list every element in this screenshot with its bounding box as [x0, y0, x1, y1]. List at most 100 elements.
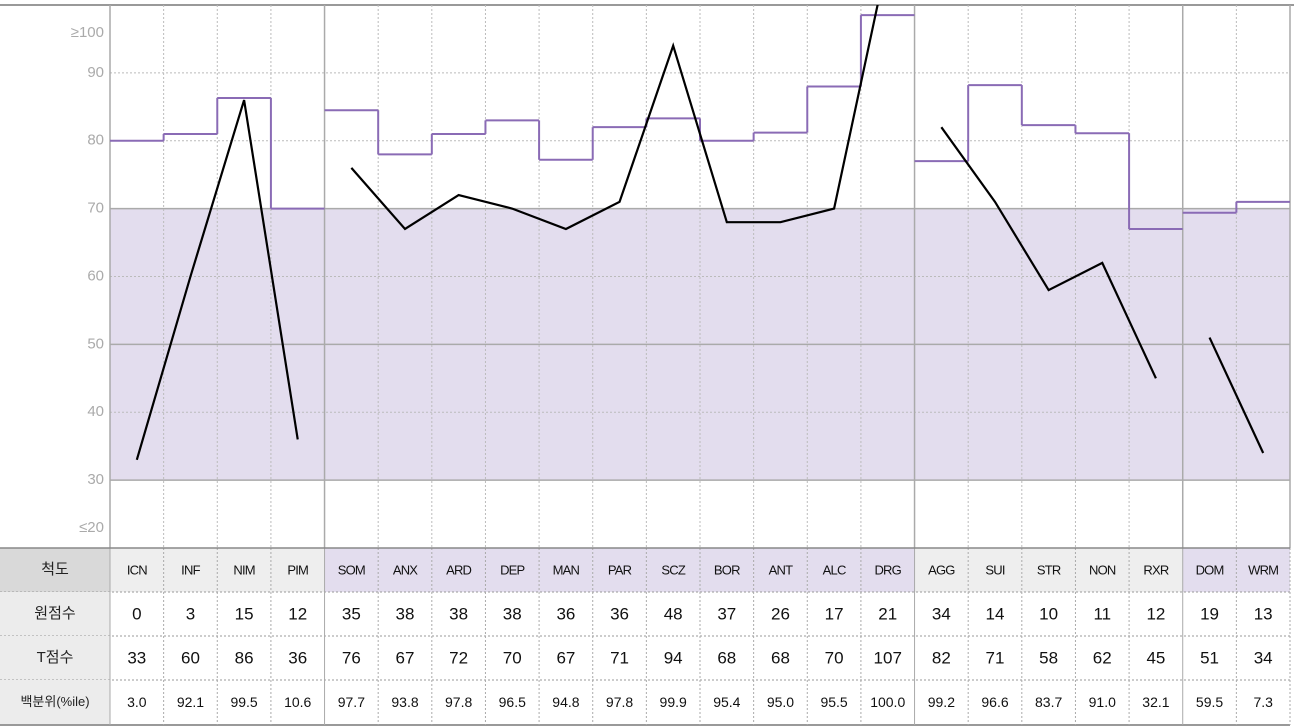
cell-value: 62 — [1093, 648, 1112, 667]
cell-value: 83.7 — [1035, 694, 1062, 710]
cell-value: 15 — [235, 604, 254, 623]
cell-value: ANT — [769, 562, 793, 577]
cell-value: 97.8 — [606, 694, 633, 710]
scale-header-cell — [700, 548, 754, 592]
cell-value: 19 — [1200, 604, 1219, 623]
scale-header-cell — [807, 548, 861, 592]
scale-header-cell — [431, 548, 486, 592]
cell-value: 38 — [503, 604, 522, 623]
cell-value: 17 — [825, 604, 844, 623]
y-tick-label: 30 — [87, 471, 104, 488]
scale-header-cell — [485, 548, 540, 592]
scale-header-cell — [324, 548, 379, 592]
cell-value: AGG — [928, 562, 955, 577]
cell-value: NIM — [233, 562, 254, 577]
cell-value: 36 — [556, 604, 575, 623]
scale-header-cell — [1236, 548, 1290, 592]
y-tick-label: ≥100 — [71, 24, 104, 41]
cell-value: 86 — [235, 648, 254, 667]
cell-value: 21 — [878, 604, 897, 623]
scale-header-cell — [110, 548, 164, 592]
scale-header-cell — [914, 548, 969, 592]
cell-value: 34 — [1254, 648, 1273, 667]
cell-value: PIM — [287, 562, 308, 577]
cell-value: 51 — [1200, 648, 1219, 667]
cell-value: 68 — [771, 648, 790, 667]
cell-value: INF — [181, 562, 200, 577]
cell-value: 82 — [932, 648, 951, 667]
cell-value: 0 — [132, 604, 141, 623]
row-label: 원점수 — [34, 605, 75, 622]
cell-value: WRM — [1248, 562, 1278, 577]
cell-value: 11 — [1093, 604, 1111, 623]
cell-value: 10 — [1039, 604, 1058, 623]
cell-value: 38 — [449, 604, 468, 623]
y-tick-label: 70 — [87, 200, 104, 217]
cell-value: 97.8 — [445, 694, 472, 710]
cell-value: 45 — [1146, 648, 1165, 667]
cell-value: ALC — [823, 562, 846, 577]
cell-value: 68 — [717, 648, 736, 667]
scale-header-cell — [968, 548, 1022, 592]
cell-value: 3 — [186, 604, 195, 623]
cell-value: 70 — [503, 648, 522, 667]
cell-value: 35 — [342, 604, 361, 623]
cell-value: RXR — [1143, 562, 1168, 577]
cell-value: 76 — [342, 648, 361, 667]
scale-header-cell — [1129, 548, 1183, 592]
cell-value: 59.5 — [1196, 694, 1223, 710]
cell-value: 34 — [932, 604, 951, 623]
scale-header-cell — [1021, 548, 1076, 592]
cell-value: 92.1 — [177, 694, 204, 710]
cell-value: STR — [1037, 562, 1061, 577]
scale-header-cell — [646, 548, 700, 592]
cell-value: PAR — [608, 562, 632, 577]
cell-value: NON — [1089, 562, 1116, 577]
cell-value: 10.6 — [284, 694, 311, 710]
cell-value: 12 — [1146, 604, 1165, 623]
cell-value: 71 — [610, 648, 629, 667]
cell-value: ARD — [446, 562, 471, 577]
cell-value: 14 — [986, 604, 1005, 623]
t-score-line — [940, 126, 1157, 379]
cell-value: DEP — [500, 562, 524, 577]
cell-value: 99.9 — [660, 694, 687, 710]
row-label-cell — [0, 636, 110, 680]
cell-value: 71 — [986, 648, 1005, 667]
y-tick-label: 90 — [87, 64, 104, 81]
scale-header-cell — [860, 548, 915, 592]
cell-value: 96.5 — [499, 694, 526, 710]
cell-value: 95.5 — [820, 694, 847, 710]
cell-value: 95.4 — [713, 694, 740, 710]
cell-value: SOM — [338, 562, 365, 577]
cell-value: 12 — [288, 604, 307, 623]
row-label-cell — [0, 592, 110, 636]
cell-value: 97.7 — [338, 694, 365, 710]
row-label: T점수 — [37, 649, 74, 666]
score-lines — [135, 5, 1265, 461]
cell-value: 67 — [396, 648, 415, 667]
cell-value: 38 — [396, 604, 415, 623]
cell-value: DRG — [874, 562, 901, 577]
scale-header-cell — [592, 548, 647, 592]
cell-value: 67 — [556, 648, 575, 667]
cell-value: SUI — [985, 562, 1004, 577]
t-score-line — [1208, 337, 1265, 454]
cell-value: 13 — [1254, 604, 1273, 623]
cell-value: 95.0 — [767, 694, 794, 710]
cell-value: 3.0 — [127, 694, 147, 710]
y-tick-label: 50 — [87, 335, 104, 352]
scale-header-cell — [378, 548, 432, 592]
cell-value: 99.2 — [928, 694, 955, 710]
cell-value: 48 — [664, 604, 683, 623]
y-tick-label: 60 — [87, 267, 104, 284]
t-score-line — [135, 99, 299, 461]
scale-header-cell — [1182, 548, 1237, 592]
y-tick-label: 80 — [87, 132, 104, 149]
t-score-line — [350, 5, 879, 231]
y-tick-label: ≤20 — [79, 519, 104, 536]
cell-value: DOM — [1196, 562, 1224, 577]
cell-value: 99.5 — [230, 694, 257, 710]
cell-value: 94.8 — [552, 694, 579, 710]
